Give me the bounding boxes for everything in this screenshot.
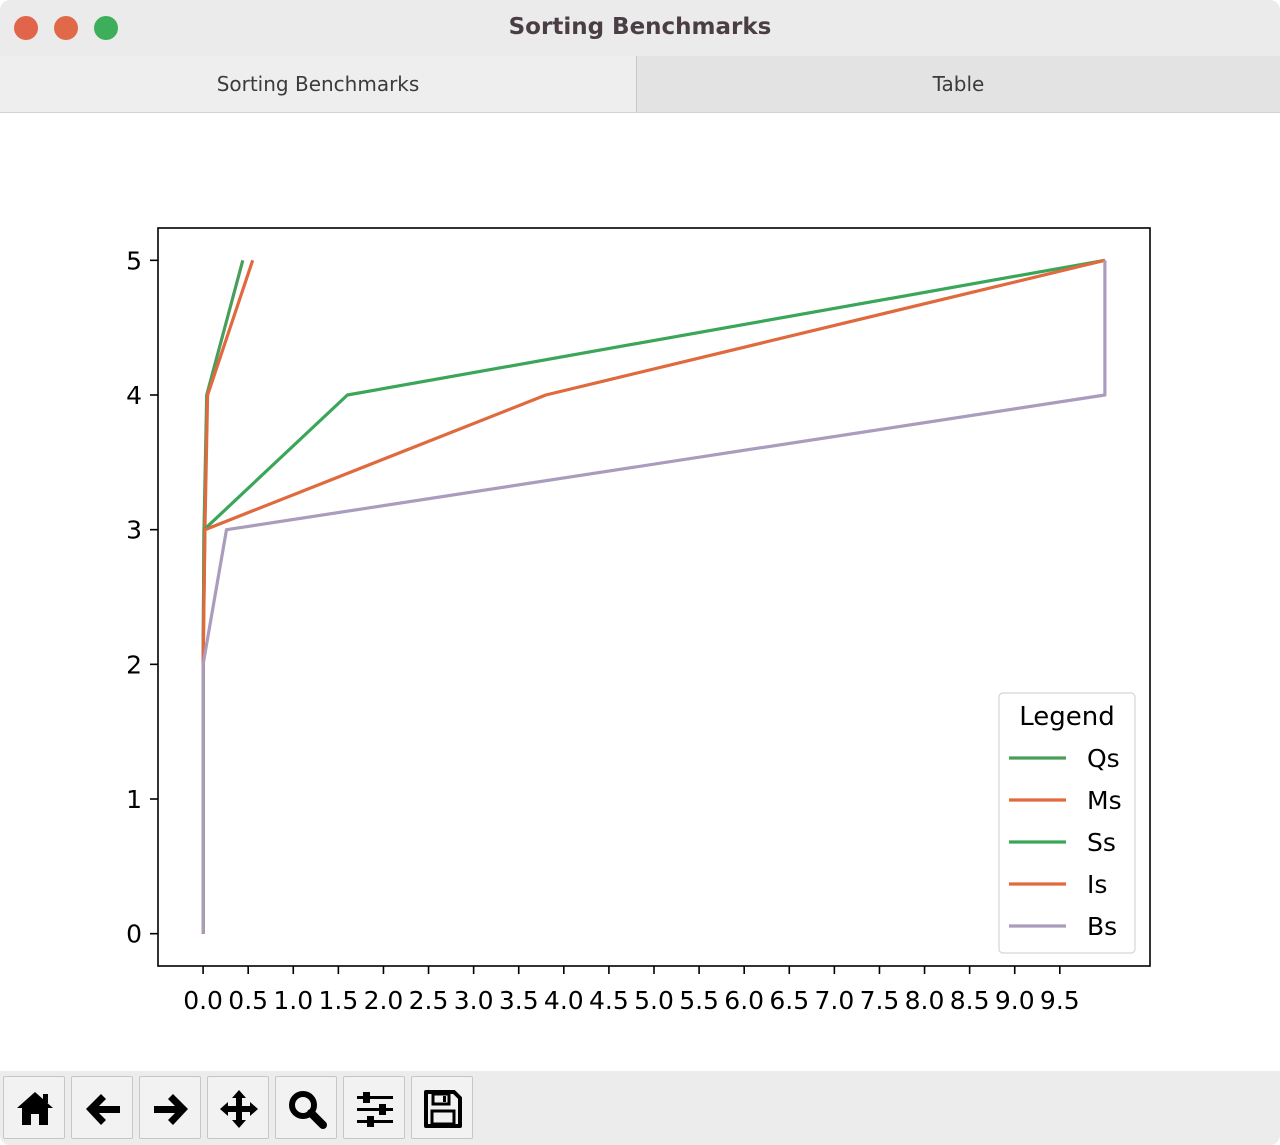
- legend: Legend Qs Ms Ss Is Bs: [998, 692, 1136, 954]
- x-tick-label: 1.0: [273, 986, 313, 1015]
- legend-title: Legend: [1019, 702, 1115, 732]
- legend-label-qs: Qs: [1087, 744, 1120, 773]
- x-tick-label: 9.5: [1040, 986, 1080, 1015]
- save-icon: [424, 1090, 462, 1128]
- x-tick-label: 4.0: [544, 986, 584, 1015]
- pan-button[interactable]: [207, 1076, 269, 1139]
- home-icon: [17, 1092, 53, 1125]
- line-chart: 0 1 2 3 4 5 0.0 0.5 1.0 1.5 2.0 2.5 3.0 3.5 4.0 4.5 5.0…: [126, 227, 1151, 1015]
- legend-label-ss: Ss: [1087, 828, 1116, 857]
- navigation-toolbar: [0, 1071, 1280, 1145]
- zoom-icon: [289, 1091, 327, 1129]
- y-tick-label: 2: [126, 650, 142, 679]
- arrow-right-icon: [154, 1094, 188, 1125]
- legend-label-is: Is: [1087, 870, 1107, 899]
- x-tick-label: 6.5: [769, 986, 809, 1015]
- title-bar: Sorting Benchmarks: [0, 0, 1280, 57]
- x-tick-label: 4.5: [589, 986, 629, 1015]
- plot-area: 0 1 2 3 4 5 0.0 0.5 1.0 1.5 2.0 2.5 3.0 3.5 4.0 4.5 5.0…: [0, 113, 1280, 1071]
- x-tick-label: 3.5: [499, 986, 539, 1015]
- series-line-is: [201, 258, 1106, 934]
- close-button[interactable]: [14, 16, 38, 40]
- series-line-ss: [201, 258, 1106, 934]
- x-tick-label: 1.5: [318, 986, 358, 1015]
- x-tick-label: 6.0: [724, 986, 764, 1015]
- forward-button[interactable]: [139, 1076, 201, 1139]
- tab-sorting-benchmarks[interactable]: Sorting Benchmarks: [0, 56, 636, 112]
- y-tick-label: 1: [126, 785, 142, 814]
- x-tick-label: 7.5: [860, 986, 900, 1015]
- x-tick-label: 8.5: [950, 986, 990, 1015]
- move-icon: [220, 1090, 258, 1128]
- x-tick-label: 3.0: [454, 986, 494, 1015]
- home-button[interactable]: [3, 1076, 65, 1139]
- x-tick-label: 0.0: [183, 986, 223, 1015]
- maximize-button[interactable]: [94, 16, 118, 40]
- sliders-icon: [357, 1092, 393, 1127]
- series-line-bs: [201, 260, 1107, 934]
- y-tick-label: 0: [126, 920, 142, 949]
- x-tick-label: 7.0: [814, 986, 854, 1015]
- y-tick-label: 4: [126, 381, 142, 410]
- minimize-button[interactable]: [54, 16, 78, 40]
- x-tick-label: 8.0: [905, 986, 945, 1015]
- tab-bar: Sorting Benchmarks Table: [0, 56, 1280, 113]
- back-button[interactable]: [71, 1076, 133, 1139]
- y-tick-label: 3: [126, 516, 142, 545]
- y-tick-label: 5: [126, 246, 142, 275]
- window-title: Sorting Benchmarks: [508, 14, 772, 40]
- save-figure-button[interactable]: [411, 1076, 473, 1139]
- legend-label-ms: Ms: [1087, 786, 1122, 815]
- series-line-qs: [201, 259, 245, 934]
- x-tick-label: 0.5: [228, 986, 268, 1015]
- x-tick-label: 5.0: [634, 986, 674, 1015]
- tab-table[interactable]: Table: [636, 56, 1280, 112]
- configure-subplots-button[interactable]: [343, 1076, 405, 1139]
- x-tick-label: 2.5: [409, 986, 449, 1015]
- zoom-button[interactable]: [275, 1076, 337, 1139]
- x-tick-label: 5.5: [679, 986, 719, 1015]
- x-tick-label: 9.0: [995, 986, 1035, 1015]
- series-line-ms: [201, 259, 255, 934]
- legend-label-bs: Bs: [1087, 912, 1117, 941]
- arrow-left-icon: [86, 1094, 120, 1125]
- x-tick-label: 2.0: [364, 986, 404, 1015]
